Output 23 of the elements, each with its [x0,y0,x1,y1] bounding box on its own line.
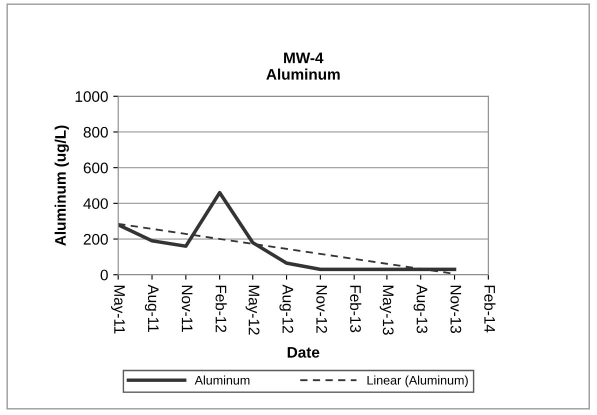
x-tick-label: Feb-13 [350,286,362,332]
y-tick-label: 800 [84,126,108,138]
x-tick-label: Nov-11 [182,286,192,332]
y-tick-label: 0 [100,270,108,280]
y-tick-label: 1000 [76,91,108,102]
x-tick-label: Aug-12 [279,284,294,333]
x-tick-label: Aug-11 [144,284,159,332]
x-tick-label: May-12 [246,286,260,335]
y-tick-label: 400 [83,198,108,210]
x-tick-label: Nov-13 [450,286,462,334]
x-axis-title: Date [288,347,320,358]
y-tick-label: 200 [84,234,108,245]
x-tick-label: May-13 [380,286,394,335]
y-tick-label: 600 [84,162,108,174]
legend-label: Linear (Aluminum) [368,376,468,388]
x-tick-label: Feb-14 [484,286,496,332]
chart-title: MW-4 Aluminum [266,52,340,80]
y-axis-title: Aluminum (ug/L) [54,126,69,246]
legend-label: Aluminum [194,376,250,385]
x-tick-label: Nov-12 [316,286,328,333]
x-tick-label: Aug-13 [414,284,428,334]
x-tick-label: May-11 [111,286,125,334]
x-tick-label: Feb-12 [216,286,227,332]
